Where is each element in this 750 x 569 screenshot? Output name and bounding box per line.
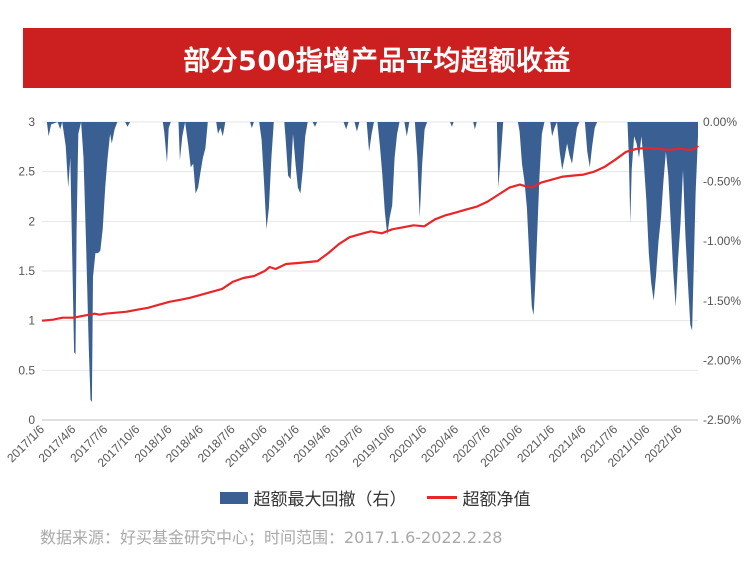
chart-title: 部分500指增产品平均超额收益 bbox=[183, 45, 571, 77]
legend-item-nav: 超额净值 bbox=[426, 485, 531, 510]
right-axis-tick-label: -1.50% bbox=[703, 294, 741, 308]
right-axis-tick-label: -1.00% bbox=[703, 234, 741, 248]
right-axis-tick-label: 0.00% bbox=[703, 115, 737, 129]
legend-swatch-drawdown bbox=[219, 491, 248, 504]
left-axis-tick-label: 0.5 bbox=[18, 363, 35, 377]
legend-label-drawdown: 超额最大回撤（右） bbox=[253, 490, 407, 510]
grid-lines bbox=[42, 121, 698, 421]
source-note: 数据来源：好买基金研究中心；时间范围：2017.1.6-2022.2.28 bbox=[40, 528, 503, 547]
title-banner: 部分500指增产品平均超额收益 bbox=[23, 28, 731, 88]
left-axis-tick-label: 1.5 bbox=[18, 264, 35, 278]
left-axis-tick-label: 1 bbox=[28, 314, 35, 328]
left-axis-tick-label: 2.5 bbox=[18, 165, 35, 179]
chart-area: 0 0.5 1 1.5 2 2.5 3 -2.50% -2.00% -1.50% -1.00% -0.… bbox=[4, 115, 741, 470]
nav-line-series bbox=[41, 145, 699, 322]
right-axis-tick-label: -0.50% bbox=[703, 175, 741, 189]
legend: 超额最大回撤（右） 超额净值 bbox=[0, 485, 750, 510]
left-axis-tick-label: 3 bbox=[28, 115, 35, 129]
legend-item-drawdown: 超额最大回撤（右） bbox=[219, 485, 407, 510]
legend-label-nav: 超额净值 bbox=[462, 490, 531, 510]
right-axis-tick-label: -2.00% bbox=[703, 353, 741, 367]
left-axis-tick-label: 2 bbox=[28, 214, 35, 228]
legend-swatch-nav bbox=[426, 496, 457, 499]
drawdown-area-series bbox=[42, 122, 698, 403]
left-axis-tick-label: 0 bbox=[28, 413, 35, 427]
right-axis-tick-label: -2.50% bbox=[703, 413, 741, 427]
